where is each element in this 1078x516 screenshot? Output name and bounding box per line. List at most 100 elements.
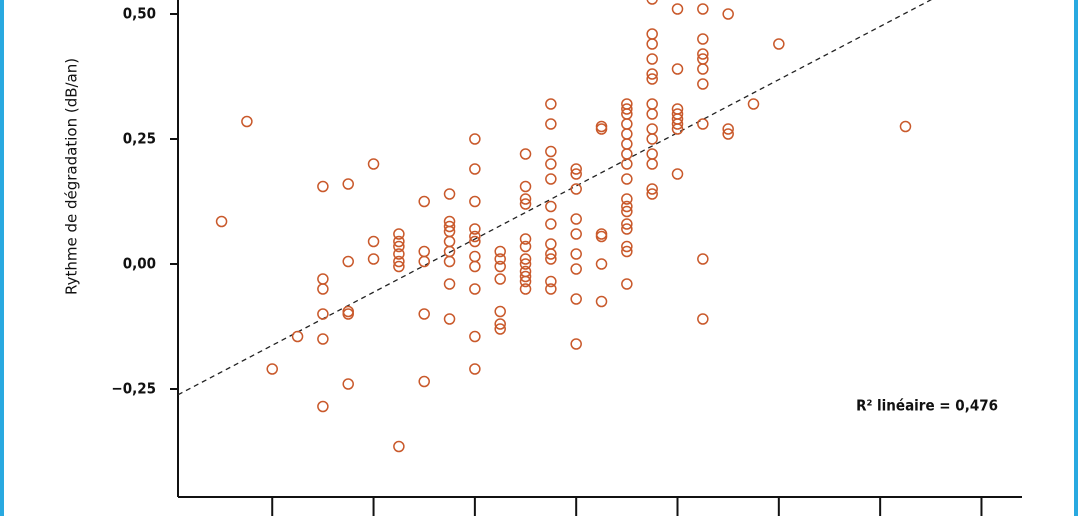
point (367, 253, 380, 265)
point (519, 148, 532, 160)
point (621, 205, 633, 218)
point (646, 98, 658, 110)
point (443, 220, 456, 233)
point (469, 363, 481, 375)
point (443, 313, 456, 325)
point (570, 338, 582, 350)
point (697, 3, 709, 15)
point (545, 173, 557, 185)
point (469, 163, 481, 175)
point (646, 38, 658, 50)
point (570, 213, 582, 225)
point (722, 123, 734, 135)
point (570, 228, 582, 240)
y-tick-label: 0,25 (123, 130, 156, 148)
point (646, 68, 658, 80)
point (545, 238, 557, 250)
y-tick-label: 0,00 (123, 255, 156, 273)
point (519, 275, 532, 288)
point (697, 78, 709, 90)
point (519, 253, 532, 265)
point (494, 245, 506, 258)
point (367, 158, 380, 170)
point (469, 235, 481, 248)
point (418, 308, 430, 320)
point (494, 318, 506, 330)
point (773, 38, 785, 50)
point (469, 260, 481, 273)
point (418, 245, 430, 258)
point (241, 115, 253, 128)
point (621, 128, 633, 140)
point (545, 253, 557, 265)
point (570, 163, 582, 175)
fit-line (177, 0, 932, 396)
point (545, 145, 557, 158)
point (519, 258, 532, 270)
point (621, 245, 633, 258)
point (621, 103, 633, 115)
point (519, 270, 532, 283)
point (317, 180, 329, 193)
point (469, 230, 481, 243)
point (342, 255, 354, 268)
point (697, 48, 709, 60)
point (469, 283, 481, 295)
point (697, 63, 709, 75)
point (671, 118, 684, 130)
point (317, 333, 329, 345)
point (494, 323, 506, 335)
point (393, 240, 405, 253)
point (291, 330, 304, 343)
y-tick-label: 0,50 (123, 5, 156, 23)
point (621, 218, 633, 230)
point (595, 258, 608, 270)
y-tick-label: −0,25 (111, 380, 156, 398)
point (646, 73, 658, 85)
point (671, 123, 684, 135)
point (545, 218, 557, 230)
point (621, 118, 633, 130)
point (545, 118, 557, 130)
point (545, 283, 557, 295)
point (697, 33, 709, 45)
point (393, 440, 405, 453)
point (418, 255, 430, 268)
point (393, 248, 405, 260)
point (317, 273, 329, 285)
point (545, 98, 557, 110)
point (494, 253, 506, 265)
point (519, 283, 532, 295)
point (697, 118, 709, 130)
point (646, 158, 658, 170)
point (621, 158, 633, 170)
point (545, 200, 557, 213)
point (393, 260, 405, 273)
point (342, 378, 354, 390)
point (418, 195, 430, 208)
point (342, 178, 354, 190)
point (646, 108, 658, 120)
point (342, 308, 354, 320)
point (621, 138, 633, 150)
point (621, 278, 633, 290)
point (519, 193, 532, 205)
point (646, 0, 658, 5)
point (545, 158, 557, 170)
point (519, 233, 532, 245)
point (393, 255, 405, 268)
point (646, 148, 658, 160)
point (646, 133, 658, 145)
point (469, 250, 481, 263)
point (646, 183, 658, 195)
point (469, 133, 481, 145)
frame-right (1074, 0, 1078, 516)
point (519, 240, 532, 253)
point (722, 128, 734, 140)
point (317, 308, 329, 320)
point (519, 198, 532, 210)
point (646, 53, 658, 65)
y-axis-label: Rythme de dégradation (dB/an) (63, 58, 81, 295)
point (621, 200, 633, 213)
